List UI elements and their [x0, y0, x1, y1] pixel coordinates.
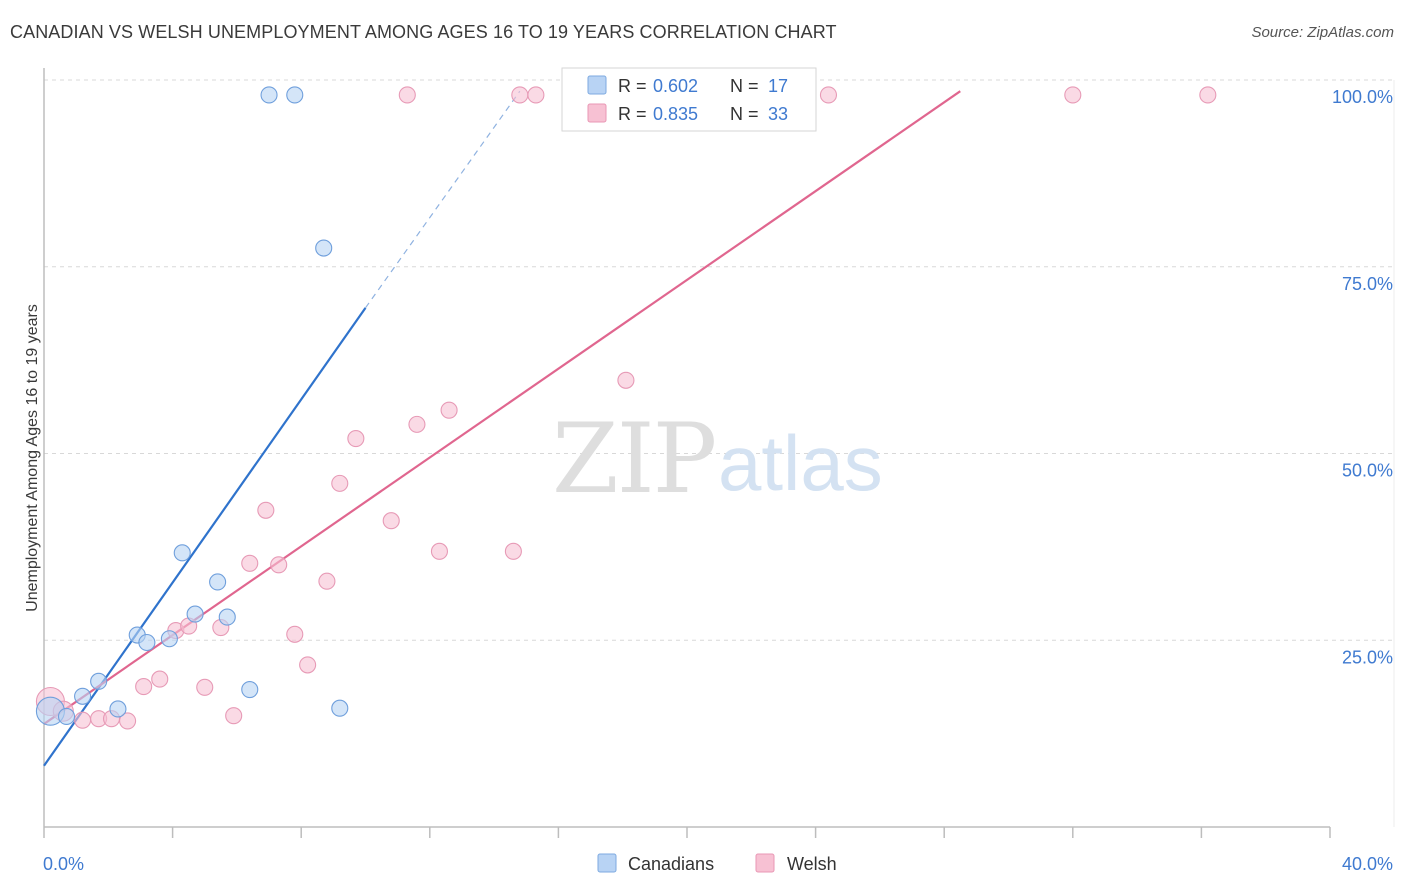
bottom-legend: Canadians Welsh: [597, 853, 837, 874]
legend-row-welsh: R = 0.835 N = 33: [587, 103, 788, 124]
legend-swatch-canadians: [587, 75, 607, 95]
data-point-canadians: [260, 86, 278, 104]
data-point-canadians: [241, 681, 259, 699]
data-point-canadians: [173, 544, 191, 562]
data-point-welsh: [331, 474, 349, 492]
x-tick-label: 40.0%: [1342, 854, 1393, 874]
data-point-welsh: [617, 371, 635, 389]
data-point-canadians: [74, 687, 92, 705]
y-axis-label: Unemployment Among Ages 16 to 19 years: [24, 304, 41, 612]
data-point-welsh: [196, 678, 214, 696]
data-point-canadians: [331, 699, 349, 717]
data-point-canadians: [218, 608, 236, 626]
data-point-canadians: [90, 672, 108, 690]
legend-n-label: N =: [730, 76, 764, 96]
chart-title: CANADIAN VS WELSH UNEMPLOYMENT AMONG AGE…: [10, 22, 837, 42]
data-point-welsh: [119, 712, 137, 730]
data-point-welsh: [382, 512, 400, 530]
legend-row-canadians: R = 0.602 N = 17: [587, 75, 788, 96]
legend-n-value-welsh: 33: [768, 104, 788, 124]
data-point-welsh: [74, 711, 92, 729]
data-point-welsh: [1064, 86, 1082, 104]
data-point-canadians: [138, 633, 156, 652]
data-point-welsh: [270, 556, 288, 574]
legend-box: R = 0.602 N = 17 R = 0.835 N = 33: [561, 67, 817, 132]
y-tick-label: 75.0%: [1342, 274, 1393, 294]
bottom-legend-label-welsh: Welsh: [787, 854, 837, 874]
tick-label-layer: 25.0% 50.0% 75.0% 100.0% 0.0% 40.0%: [43, 87, 1393, 874]
trend-line-canadians: [43, 307, 367, 767]
x-tick-label: 0.0%: [43, 854, 84, 874]
data-point-welsh: [225, 707, 243, 725]
data-point-welsh: [398, 86, 416, 104]
data-point-canadians: [109, 700, 127, 718]
legend-r-label: R =: [618, 76, 652, 96]
data-point-welsh: [135, 678, 153, 696]
data-point-welsh: [241, 554, 259, 572]
data-point-canadians: [186, 605, 204, 623]
bottom-legend-swatch-canadians: [597, 853, 617, 873]
watermark-zip: ZIP: [552, 403, 715, 515]
bottom-legend-swatch-welsh: [755, 853, 775, 873]
data-point-welsh: [286, 625, 304, 643]
data-point-canadians: [57, 707, 76, 725]
data-point-welsh: [318, 572, 336, 590]
y-tick-label: 25.0%: [1342, 647, 1393, 667]
data-point-welsh: [430, 542, 448, 560]
data-point-welsh: [511, 86, 529, 104]
y-tick-label: 100.0%: [1332, 87, 1393, 107]
data-point-welsh: [440, 401, 458, 419]
data-point-canadians: [160, 630, 178, 648]
trend-line-extension-canadians: [365, 90, 521, 309]
data-point-welsh: [151, 670, 169, 688]
data-point-welsh: [527, 86, 545, 104]
legend-n-label: N =: [730, 104, 764, 124]
data-point-welsh: [504, 542, 522, 560]
legend-n-value-canadians: 17: [768, 76, 788, 96]
data-point-canadians: [315, 239, 333, 257]
data-point-welsh: [299, 656, 317, 674]
legend-swatch-welsh: [587, 103, 607, 123]
data-point-welsh: [347, 430, 365, 448]
data-point-canadians: [209, 573, 227, 591]
data-point-canadians: [286, 86, 304, 104]
data-point-welsh: [257, 501, 275, 519]
data-point-welsh: [408, 415, 426, 433]
data-point-welsh: [819, 86, 838, 104]
legend-r-label: R =: [618, 104, 652, 124]
y-tick-label: 50.0%: [1342, 461, 1393, 481]
source-label: Source: ZipAtlas.com: [1251, 24, 1394, 41]
data-point-welsh: [1199, 86, 1217, 104]
watermark: ZIP atlas: [552, 403, 883, 515]
watermark-atlas: atlas: [718, 419, 883, 507]
legend-r-value-canadians: 0.602: [653, 76, 698, 96]
bottom-legend-label-canadians: Canadians: [628, 854, 714, 874]
legend-r-value-welsh: 0.835: [653, 104, 698, 124]
points-layer: [35, 86, 1217, 730]
